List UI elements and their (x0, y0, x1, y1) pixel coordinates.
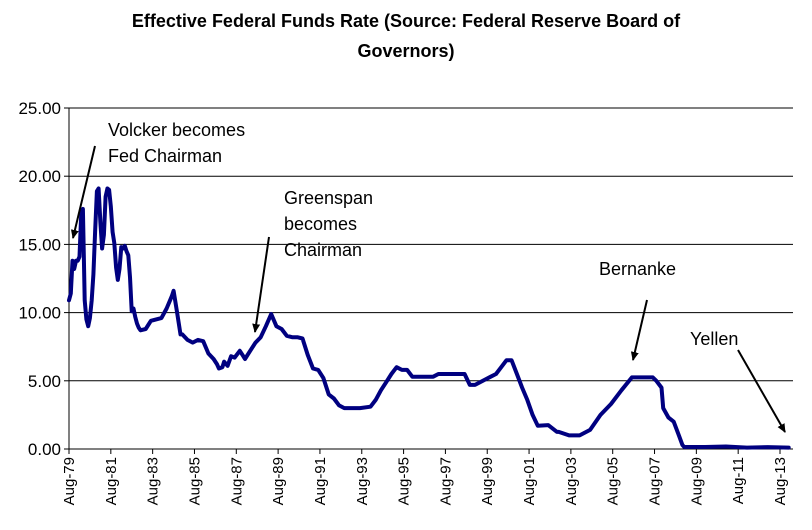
x-tick-label: Aug-97 (437, 457, 454, 505)
y-tick-label: 15.00 (18, 235, 61, 254)
y-axis-ticks: 0.00 5.00 10.00 15.00 20.00 25.00 (18, 99, 69, 459)
x-axis-ticks: Aug-79 Aug-81 Aug-83 Aug-85 Aug-87 Aug-89 Aug-… (61, 449, 789, 505)
x-tick-label: Aug-07 (647, 457, 664, 505)
chart-title-line-2: Governors) (357, 41, 454, 61)
annotation-volcker-line-2: Fed Chairman (108, 146, 222, 166)
annotation-yellen-line-1: Yellen (690, 329, 738, 349)
series-line-fed-funds-rate (67, 186, 791, 450)
x-tick-label: Aug-79 (61, 457, 78, 505)
x-tick-label: Aug-13 (772, 457, 789, 505)
annotation-volcker-arrow (70, 145, 96, 239)
x-tick-label: Aug-87 (228, 457, 245, 505)
x-tick-label: Aug-91 (312, 457, 329, 505)
annotation-greenspan: Greenspan becomes Chairman (252, 188, 373, 333)
x-tick-label: Aug-05 (605, 457, 622, 505)
annotation-greenspan-line-2: becomes (284, 214, 357, 234)
x-tick-label: Aug-03 (563, 457, 580, 505)
y-tick-label: 5.00 (28, 372, 61, 391)
x-tick-label: Aug-89 (270, 457, 287, 505)
x-tick-label: Aug-99 (479, 457, 496, 505)
annotation-greenspan-line-3: Chairman (284, 240, 362, 260)
x-tick-label: Aug-11 (730, 457, 747, 504)
annotation-yellen-arrow (737, 349, 786, 433)
annotation-yellen: Yellen (690, 329, 786, 433)
annotation-greenspan-arrow (252, 236, 270, 333)
annotation-bernanke-line-1: Bernanke (599, 259, 676, 279)
series-group (67, 186, 791, 450)
y-tick-label: 20.00 (18, 167, 61, 186)
y-tick-label: 0.00 (28, 440, 61, 459)
x-tick-label: Aug-93 (354, 457, 371, 505)
x-tick-label: Aug-01 (521, 457, 538, 505)
x-tick-label: Aug-83 (145, 457, 162, 505)
annotation-bernanke: Bernanke (599, 259, 676, 361)
annotation-volcker-line-1: Volcker becomes (108, 120, 245, 140)
annotation-volcker: Volcker becomes Fed Chairman (70, 120, 245, 239)
y-tick-label: 25.00 (18, 99, 61, 118)
annotation-bernanke-arrow (630, 299, 648, 361)
x-tick-label: Aug-09 (688, 457, 705, 505)
y-tick-label: 10.00 (18, 304, 61, 323)
x-tick-label: Aug-95 (396, 457, 413, 505)
x-tick-label: Aug-85 (186, 457, 203, 505)
chart-title-line-1: Effective Federal Funds Rate (Source: Fe… (132, 11, 681, 31)
annotation-greenspan-line-1: Greenspan (284, 188, 373, 208)
x-tick-label: Aug-81 (103, 457, 120, 505)
gridlines (69, 107, 793, 382)
